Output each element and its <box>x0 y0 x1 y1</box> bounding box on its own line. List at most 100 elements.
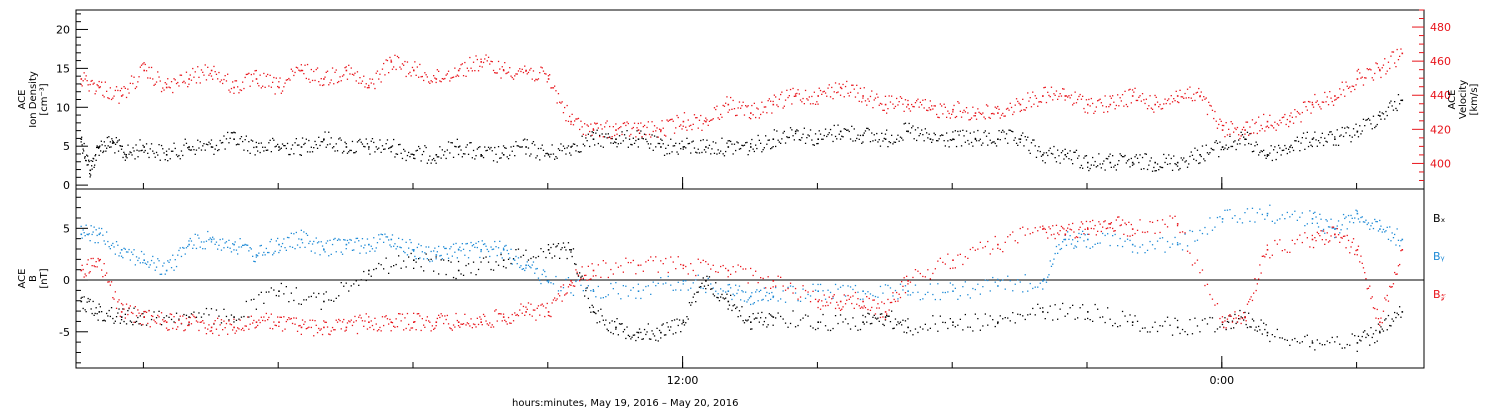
by-series-sample <box>294 248 296 250</box>
density-series-sample <box>648 147 651 149</box>
density-series-sample <box>980 144 983 146</box>
velocity-series-sample <box>1381 67 1383 69</box>
bz-series-sample <box>812 290 814 292</box>
density-series-point <box>278 146 280 148</box>
velocity-series-sample <box>1360 77 1362 79</box>
bx-series-sample <box>1136 320 1139 322</box>
velocity-series-sample <box>926 109 928 111</box>
bx-series-sample <box>132 324 134 326</box>
density-series-sample <box>1389 102 1391 104</box>
bz-series-point <box>502 316 505 318</box>
density-series-sample <box>1342 135 1345 138</box>
bz-series-sample <box>561 300 563 302</box>
bz-series-sample <box>898 293 900 295</box>
density-series-sample <box>136 149 138 151</box>
velocity-series-sample <box>756 107 758 109</box>
bz-series-sample <box>1074 237 1076 239</box>
velocity-series-sample <box>1268 126 1270 129</box>
bz-series-sample <box>1105 227 1107 230</box>
bz-series-sample <box>303 323 305 325</box>
by-series-sample <box>343 239 345 241</box>
bz-series-sample <box>1260 272 1262 274</box>
velocity-series-sample <box>1300 121 1302 123</box>
velocity-series-sample <box>869 95 872 98</box>
bx-series-sample <box>373 268 375 271</box>
bx-series-sample <box>1027 314 1029 316</box>
bz-series-sample <box>1209 293 1211 296</box>
density-series-point <box>772 138 775 140</box>
bx-series-sample <box>363 270 365 273</box>
density-series-sample <box>1233 141 1235 143</box>
density-series-point <box>345 146 348 148</box>
density-series-sample <box>1205 144 1207 146</box>
density-series-sample <box>1371 128 1373 130</box>
bz-series-sample <box>1238 315 1240 317</box>
bx-series-sample <box>957 324 959 326</box>
velocity-series-sample <box>1193 93 1195 95</box>
by-series-sample <box>1289 216 1291 218</box>
density-series-sample <box>557 148 560 150</box>
velocity-series-sample <box>475 55 477 57</box>
density-series-sample <box>502 145 505 147</box>
bx-series-sample <box>1024 318 1026 321</box>
density-series-sample <box>682 148 684 150</box>
density-series-sample <box>1241 134 1244 136</box>
bz-series-sample <box>984 245 986 248</box>
bx-series-point <box>727 300 730 303</box>
velocity-series-sample <box>809 103 812 105</box>
bx-series-sample <box>1266 334 1268 337</box>
bz-series-sample <box>457 325 460 327</box>
by-series-sample <box>1057 252 1059 254</box>
bx-series-sample <box>794 326 797 328</box>
bz-series-sample <box>1370 297 1372 300</box>
bx-series-sample <box>1382 330 1385 332</box>
bx-series-sample <box>510 262 512 265</box>
density-series-sample <box>817 142 819 145</box>
density-series-sample <box>551 144 553 146</box>
bx-series-sample <box>443 259 445 261</box>
density-series-point <box>794 130 797 133</box>
bz-series-sample <box>389 318 391 321</box>
velocity-series-sample <box>389 56 391 59</box>
bx-series-sample <box>1107 307 1109 309</box>
density-series-sample <box>1245 138 1247 140</box>
by-series-sample <box>1284 218 1286 220</box>
velocity-series-sample <box>731 108 733 110</box>
bx-series-sample <box>1299 342 1301 344</box>
density-series-sample <box>1149 160 1151 162</box>
density-series-sample <box>1198 162 1200 165</box>
velocity-series-sample <box>515 73 517 75</box>
density-series-sample <box>646 140 648 143</box>
bz-series-point <box>278 321 280 323</box>
density-series-sample <box>1394 101 1396 103</box>
bx-series-sample <box>922 328 924 330</box>
bx-series-sample <box>1239 309 1241 312</box>
velocity-series-sample <box>80 83 82 85</box>
velocity-series-sample <box>968 119 970 121</box>
by-series-sample <box>620 298 622 300</box>
bx-series-sample <box>89 298 91 301</box>
bx-series-sample <box>877 317 879 319</box>
by-series-sample <box>210 241 213 243</box>
density-series-sample <box>1038 146 1040 148</box>
bz-series-sample <box>263 316 265 318</box>
bx-series-sample <box>1112 325 1114 327</box>
density-series-sample <box>1400 99 1402 101</box>
density-series-point <box>165 154 168 156</box>
bz-series-sample <box>546 302 548 305</box>
density-series-sample <box>1134 156 1136 158</box>
by-series-sample <box>511 263 513 265</box>
by-series-sample <box>215 241 218 243</box>
bz-series-sample <box>255 326 257 328</box>
density-series-sample <box>482 156 485 159</box>
bz-series-sample <box>540 304 542 306</box>
density-series-sample <box>600 145 602 147</box>
by-series-sample <box>169 259 171 261</box>
density-series-sample <box>1345 132 1347 134</box>
velocity-series-sample <box>1060 95 1063 97</box>
by-series-sample <box>758 290 760 293</box>
velocity-series-sample <box>204 64 206 66</box>
density-series-sample <box>143 151 145 153</box>
velocity-series-point <box>839 86 842 89</box>
density-series-sample <box>1180 157 1182 159</box>
